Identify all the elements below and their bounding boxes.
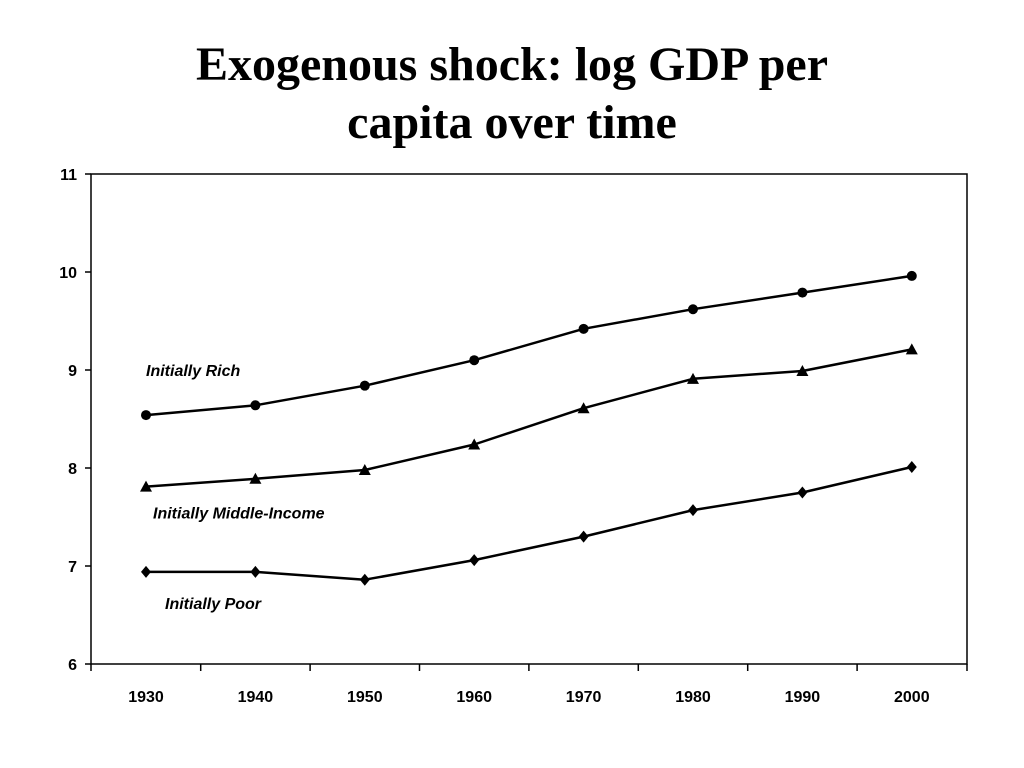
y-tick-label: 11 xyxy=(60,167,77,184)
x-tick-label: 2000 xyxy=(894,689,930,706)
chart-axes xyxy=(85,173,968,671)
slide-title: Exogenous shock: log GDP per capita over… xyxy=(0,36,1024,152)
x-tick-label: 1930 xyxy=(128,689,164,706)
x-tick-label: 1960 xyxy=(456,689,492,706)
data-point-circle xyxy=(797,287,808,298)
data-point-circle xyxy=(578,323,589,334)
data-point-diamond xyxy=(688,504,698,517)
data-point-triangle xyxy=(905,343,918,355)
chart-tick-labels: 6 7 8 9 10 11 1930 1940 1950 1960 1970 1980 1990 2000 xyxy=(59,167,929,706)
data-point-diamond xyxy=(578,530,589,543)
data-point-triangle xyxy=(577,402,590,414)
series-label: Initially Middle-Income xyxy=(153,506,325,523)
y-tick-label: 9 xyxy=(68,363,77,380)
series-circle xyxy=(141,270,917,421)
x-tick-label: 1990 xyxy=(785,689,821,706)
series-line xyxy=(145,348,913,488)
series-label: Initially Poor xyxy=(165,596,262,613)
chart-series xyxy=(140,270,918,586)
series-line xyxy=(146,465,913,581)
data-point-triangle xyxy=(468,438,481,450)
data-point-diamond xyxy=(906,461,917,474)
x-tick-label: 1940 xyxy=(238,689,274,706)
data-point-triangle xyxy=(140,480,152,492)
series-label: Initially Rich xyxy=(146,363,240,380)
x-tick-label: 1970 xyxy=(566,689,602,706)
y-tick-label: 8 xyxy=(68,461,77,478)
y-tick-label: 6 xyxy=(68,657,77,674)
series-line xyxy=(145,274,912,417)
data-point-diamond xyxy=(141,565,151,578)
slide-title-line-1: Exogenous shock: log GDP per xyxy=(195,38,829,91)
y-tick-label: 7 xyxy=(68,559,77,576)
series-diamond xyxy=(141,461,917,586)
x-tick-label: 1980 xyxy=(675,689,711,706)
data-point-diamond xyxy=(469,554,480,567)
data-point-circle xyxy=(906,270,917,281)
x-tick-label: 1950 xyxy=(347,689,383,706)
data-point-circle xyxy=(250,400,261,411)
y-tick-label: 10 xyxy=(59,265,77,282)
data-point-circle xyxy=(688,304,698,315)
data-point-diamond xyxy=(797,486,808,499)
data-point-triangle xyxy=(358,463,371,475)
data-point-triangle xyxy=(796,364,809,376)
slide-title-line-2: capita over time xyxy=(347,96,677,149)
data-point-triangle xyxy=(687,372,699,384)
plot-frame xyxy=(90,173,968,665)
data-point-triangle xyxy=(249,472,262,484)
data-point-circle xyxy=(141,410,151,421)
data-point-diamond xyxy=(250,565,261,578)
data-point-diamond xyxy=(359,573,370,586)
chart-series-labels: Initially Rich Initially Middle-Income Ini… xyxy=(146,363,325,613)
data-point-circle xyxy=(359,380,370,391)
series-triangle xyxy=(140,343,918,492)
data-point-circle xyxy=(469,355,480,366)
